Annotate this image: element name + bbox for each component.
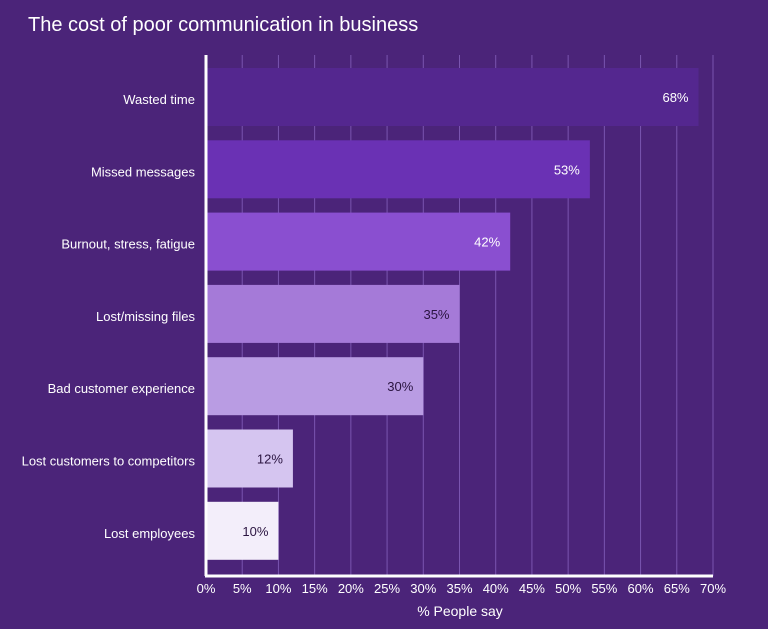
x-tick-label: 65% — [664, 581, 690, 596]
x-tick-labels: 0% 5% 10% 15% 20% 25% 30% 35% 40% 45% 50% 55% 60% 65%… — [197, 581, 727, 596]
category-label: Lost/missing files — [96, 309, 195, 324]
bar — [206, 284, 460, 343]
category-label: Burnout, stress, fatigue — [61, 237, 195, 252]
bar — [206, 357, 424, 416]
x-tick-label: 70% — [700, 581, 726, 596]
axes — [204, 55, 713, 578]
category-label: Lost employees — [104, 526, 196, 541]
x-tick-label: 15% — [302, 581, 328, 596]
x-axis-label: % People say — [417, 603, 503, 619]
x-tick-label: 30% — [410, 581, 436, 596]
x-tick-label: 55% — [591, 581, 617, 596]
x-tick-label: 60% — [628, 581, 654, 596]
category-label: Lost customers to competitors — [22, 454, 196, 469]
x-tick-label: 10% — [265, 581, 291, 596]
x-tick-label: 5% — [233, 581, 252, 596]
value-labels: 68% 53% 42% 35% 30% 12% 10% — [242, 90, 689, 539]
bar-value-label: 42% — [474, 235, 500, 250]
bar — [206, 68, 699, 126]
bar-value-label: 12% — [257, 452, 283, 467]
category-label: Missed messages — [91, 164, 196, 179]
bar — [206, 140, 590, 199]
bar-value-label: 30% — [387, 379, 413, 394]
x-tick-label: 0% — [197, 581, 216, 596]
x-tick-label: 35% — [446, 581, 472, 596]
category-label: Wasted time — [123, 92, 195, 107]
category-label: Bad customer experience — [48, 381, 195, 396]
bars — [206, 68, 699, 560]
bar — [206, 429, 293, 488]
x-tick-label: 25% — [374, 581, 400, 596]
bar-value-label: 53% — [554, 162, 580, 177]
bar-value-label: 35% — [423, 307, 449, 322]
x-tick-label: 20% — [338, 581, 364, 596]
chart-title: The cost of poor communication in busine… — [28, 14, 419, 36]
bar — [206, 501, 279, 560]
bar-value-label: 68% — [662, 90, 688, 105]
x-tick-label: 50% — [555, 581, 581, 596]
category-labels: Wasted time Missed messages Burnout, stres… — [22, 92, 196, 541]
bar — [206, 212, 511, 271]
x-tick-label: 40% — [483, 581, 509, 596]
x-tick-label: 45% — [519, 581, 545, 596]
bar-value-label: 10% — [242, 524, 268, 539]
